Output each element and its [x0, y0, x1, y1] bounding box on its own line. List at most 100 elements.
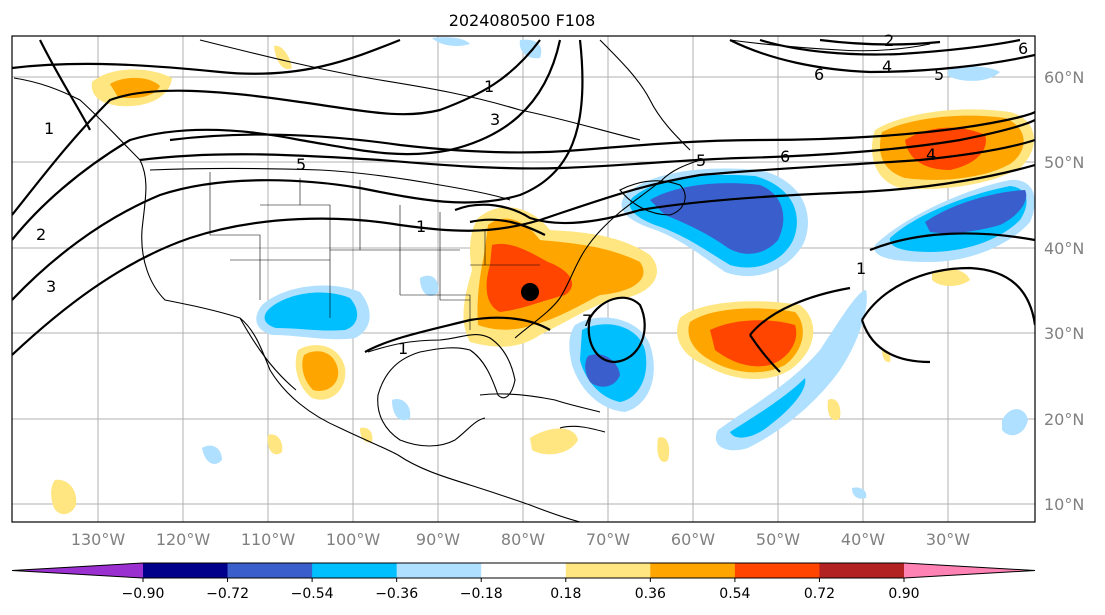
- newfoundland: [619, 180, 686, 216]
- state-line-1: [209, 172, 261, 300]
- lat-tick-label: 10°N: [1044, 495, 1084, 514]
- warm-area-pacific-south: [51, 479, 77, 515]
- map-title: 2024080500 F108: [449, 11, 596, 30]
- lat-tick-label: 60°N: [1044, 68, 1084, 87]
- contour-line-atlantic-1: [749, 286, 851, 336]
- colorbar-tick-label: 0.72: [804, 586, 835, 602]
- colorbar-segment: [481, 563, 567, 578]
- lat-tick-label: 40°N: [1044, 239, 1084, 258]
- contour-label: 1: [416, 217, 426, 236]
- contour-line-g: [139, 119, 1035, 170]
- colorbar-segment: [565, 563, 651, 578]
- colorbar-tick-label: 0.54: [719, 586, 750, 602]
- cool-area-small-3: [202, 445, 222, 464]
- contour-label: 7: [582, 311, 592, 330]
- latitude-labels: 60°N 50°N 40°N 30°N 20°N 10°N: [1044, 68, 1084, 514]
- cool-area-small-4: [1002, 409, 1028, 436]
- colorbar-tick-label: 0.18: [550, 586, 581, 602]
- lon-tick-label: 30°W: [926, 530, 970, 549]
- cool-area-east-atlantic-core: [925, 190, 1027, 234]
- cool-area-diagonal-band-core: [730, 378, 806, 438]
- colorbar-tick-label: −0.36: [375, 586, 418, 602]
- colorbar-segment: [227, 563, 313, 578]
- contour-line-atlantic-3: [861, 266, 1035, 326]
- contour-label: 6: [780, 147, 790, 166]
- lon-tick-label: 130°W: [71, 530, 126, 549]
- contour-line-d: [12, 39, 562, 241]
- contour-line-i: [454, 163, 1035, 225]
- warm-area-southeast-max: [486, 243, 573, 312]
- greenland-coast: [729, 39, 931, 52]
- contour-label: 4: [926, 145, 936, 164]
- contour-label: 5: [934, 65, 944, 84]
- atlantic-coast: [514, 159, 701, 339]
- lon-tick-label: 70°W: [586, 530, 630, 549]
- black-dot-marker: [521, 283, 539, 301]
- colorbar-ticks: −0.90 −0.72 −0.54 −0.36 −0.18 0.18 0.36 0.54 0.7…: [122, 578, 920, 602]
- cool-area-small-7: [948, 66, 1000, 81]
- warm-area-mexico-pacific-core: [302, 351, 339, 391]
- contour-line-l: [759, 38, 1021, 56]
- contour-line-j: [469, 218, 546, 236]
- state-borders: [209, 172, 540, 330]
- lon-tick-label: 60°W: [671, 530, 715, 549]
- colorbar-tick-label: −0.18: [460, 586, 503, 602]
- contour-line-k: [729, 39, 1035, 74]
- cool-area-diagonal-band: [715, 290, 867, 451]
- lat-tick-label: 20°N: [1044, 410, 1084, 429]
- contour-line-gulf: [364, 316, 551, 353]
- contour-label: 5: [696, 151, 706, 170]
- warm-area-small-3: [657, 437, 670, 462]
- lon-tick-label: 90°W: [416, 530, 460, 549]
- lon-tick-label: 50°W: [756, 530, 800, 549]
- contour-label: 1: [484, 77, 494, 96]
- contour-label: 1: [856, 259, 866, 278]
- state-line-9: [400, 294, 471, 330]
- contour-line-atlantic-4: [860, 319, 931, 364]
- us-canada-border: [149, 167, 511, 201]
- colorbar-segment: [312, 563, 398, 578]
- longitude-labels: 130°W 120°W 110°W 100°W 90°W 80°W 70°W 6…: [71, 530, 970, 549]
- warm-area-small-5: [932, 268, 970, 286]
- colorbar-segment: [734, 563, 820, 578]
- lat-tick-label: 50°N: [1044, 153, 1084, 172]
- contour-label: 1: [44, 119, 54, 138]
- cool-area-nw-atlantic-core: [650, 183, 784, 254]
- lon-tick-label: 40°W: [841, 530, 885, 549]
- contour-label: 4: [882, 57, 892, 76]
- canada-north-coast: [199, 39, 641, 141]
- colorbar-segment: [819, 563, 905, 578]
- gulf-coast: [367, 334, 516, 447]
- coastlines: [13, 39, 931, 522]
- pacific-coast: [13, 77, 581, 522]
- lon-tick-label: 120°W: [156, 530, 211, 549]
- colorbar-extend-low: [12, 563, 143, 578]
- colorbar-extend-high: [904, 563, 1035, 578]
- contour-line-m: [819, 38, 941, 46]
- cool-area-small-6: [432, 37, 470, 46]
- contour-label: 2: [36, 225, 46, 244]
- hudson-coast: [599, 39, 691, 151]
- colorbar-segment: [396, 563, 482, 578]
- contour-line-f: [12, 138, 1035, 356]
- colorbar-tick-label: −0.72: [206, 586, 249, 602]
- colorbar: [11, 562, 1036, 579]
- warm-area-atlantic-max: [710, 320, 797, 367]
- contour-label: 6: [1018, 39, 1028, 58]
- lon-tick-label: 80°W: [501, 530, 545, 549]
- lat-tick-label: 30°N: [1044, 324, 1084, 343]
- cool-area-southwest-us-core: [264, 292, 358, 331]
- contour-label: 6: [814, 65, 824, 84]
- contour-line-a: [12, 38, 401, 75]
- contour-line-h: [169, 111, 1035, 154]
- contour-label: 3: [46, 277, 56, 296]
- contour-lines: [12, 38, 1035, 373]
- warm-area-small-6: [274, 45, 292, 70]
- cool-area-small-1: [420, 275, 439, 296]
- warm-area-small-4: [827, 399, 841, 421]
- colorbar-segment: [650, 563, 736, 578]
- contour-label: 2: [884, 31, 894, 50]
- contour-labels: 1 3 2 1 3 5 1 1 5 6 7 1 4 2 4 6 5 6: [36, 31, 1028, 358]
- contour-line-atlantic-5: [869, 232, 1035, 252]
- state-line-5: [439, 212, 470, 301]
